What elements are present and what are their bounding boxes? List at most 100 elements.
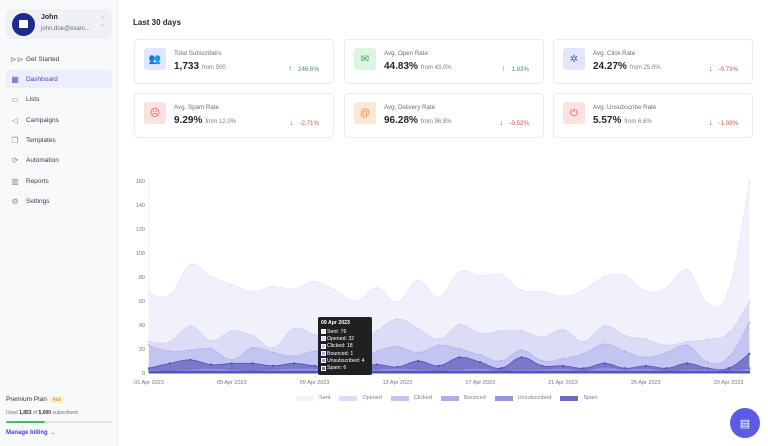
point-clicked[interactable] xyxy=(665,351,668,354)
point-clicked[interactable] xyxy=(458,347,461,351)
point-sent[interactable] xyxy=(396,301,399,304)
point-sent[interactable] xyxy=(354,299,358,303)
point-sent[interactable] xyxy=(251,290,254,293)
point-sent[interactable] xyxy=(230,283,233,286)
point-unsubscribed[interactable] xyxy=(561,367,565,370)
legend-item-opened[interactable]: Opened xyxy=(339,395,382,401)
point-spam[interactable] xyxy=(561,364,565,367)
point-spam[interactable] xyxy=(437,364,440,367)
point-spam[interactable] xyxy=(748,352,751,355)
point-unsubscribed[interactable] xyxy=(644,367,647,370)
point-clicked[interactable] xyxy=(375,350,378,353)
point-sent[interactable] xyxy=(665,286,668,289)
point-spam[interactable] xyxy=(603,362,606,365)
point-sent[interactable] xyxy=(706,302,710,305)
legend-item-sent[interactable]: Sent xyxy=(296,395,330,401)
point-clicked[interactable] xyxy=(251,346,254,349)
point-opened[interactable] xyxy=(230,329,233,333)
point-opened[interactable] xyxy=(168,340,171,343)
point-sent[interactable] xyxy=(603,275,606,279)
point-unsubscribed[interactable] xyxy=(396,367,399,370)
manage-billing-link[interactable]: Manage billing → xyxy=(6,430,56,436)
point-clicked[interactable] xyxy=(417,351,420,354)
point-opened[interactable] xyxy=(313,333,316,336)
point-opened[interactable] xyxy=(458,323,461,327)
point-clicked[interactable] xyxy=(272,351,275,354)
point-opened[interactable] xyxy=(541,335,544,339)
point-opened[interactable] xyxy=(292,327,295,330)
point-opened[interactable] xyxy=(396,317,399,321)
point-opened[interactable] xyxy=(561,328,565,331)
point-spam[interactable] xyxy=(375,363,378,366)
point-spam[interactable] xyxy=(499,367,502,370)
point-opened[interactable] xyxy=(706,338,710,341)
point-sent[interactable] xyxy=(313,280,316,283)
point-clicked[interactable] xyxy=(210,347,213,351)
point-clicked[interactable] xyxy=(748,321,751,324)
point-opened[interactable] xyxy=(603,325,606,328)
point-clicked[interactable] xyxy=(561,357,565,360)
point-opened[interactable] xyxy=(727,332,730,335)
point-opened[interactable] xyxy=(147,340,151,343)
point-clicked[interactable] xyxy=(520,349,523,352)
point-opened[interactable] xyxy=(417,327,420,330)
point-clicked[interactable] xyxy=(230,358,233,361)
point-spam[interactable] xyxy=(541,364,544,367)
point-unsubscribed[interactable] xyxy=(603,365,606,369)
point-spam[interactable] xyxy=(458,356,461,359)
sidebar-item-templates[interactable]: ❐ Templates xyxy=(6,132,112,150)
point-sent[interactable] xyxy=(561,295,565,298)
point-spam[interactable] xyxy=(727,367,730,370)
point-spam[interactable] xyxy=(417,359,420,363)
point-clicked[interactable] xyxy=(437,344,440,347)
point-opened[interactable] xyxy=(644,338,647,341)
point-opened[interactable] xyxy=(479,332,482,335)
point-spam[interactable] xyxy=(582,367,585,370)
point-unsubscribed[interactable] xyxy=(748,367,751,370)
point-spam[interactable] xyxy=(520,356,523,359)
point-opened[interactable] xyxy=(251,334,254,337)
point-clicked[interactable] xyxy=(168,350,171,353)
user-switcher[interactable]: John john.doe@exam... ⌃ ⌄ xyxy=(6,9,112,39)
point-clicked[interactable] xyxy=(624,350,627,353)
point-sent[interactable] xyxy=(582,289,585,292)
point-unsubscribed[interactable] xyxy=(147,368,151,371)
point-unsubscribed[interactable] xyxy=(479,367,482,370)
point-spam[interactable] xyxy=(251,362,254,365)
point-clicked[interactable] xyxy=(189,349,192,352)
point-spam[interactable] xyxy=(189,358,192,361)
sidebar-item-settings[interactable]: ⚙ Settings xyxy=(6,193,112,211)
sidebar-item-campaigns[interactable]: ◁ Campaigns xyxy=(6,111,112,129)
point-sent[interactable] xyxy=(334,289,337,292)
point-sent[interactable] xyxy=(458,271,461,274)
sidebar-item-lists[interactable]: ▭ Lists xyxy=(6,91,112,109)
point-spam[interactable] xyxy=(644,364,647,367)
point-opened[interactable] xyxy=(375,329,378,333)
legend-item-clicked[interactable]: Clicked xyxy=(390,395,432,401)
point-sent[interactable] xyxy=(437,296,440,299)
point-clicked[interactable] xyxy=(396,345,399,348)
point-spam[interactable] xyxy=(313,364,316,367)
point-spam[interactable] xyxy=(272,364,275,367)
point-clicked[interactable] xyxy=(686,344,689,347)
point-opened[interactable] xyxy=(686,340,689,343)
point-sent[interactable] xyxy=(520,289,523,292)
point-sent[interactable] xyxy=(272,285,275,288)
point-opened[interactable] xyxy=(499,329,502,333)
point-opened[interactable] xyxy=(437,338,440,341)
point-opened[interactable] xyxy=(189,325,192,328)
point-clicked[interactable] xyxy=(313,350,316,353)
point-opened[interactable] xyxy=(748,301,751,304)
point-clicked[interactable] xyxy=(582,352,585,355)
sidebar-item-get-started[interactable]: ⊳⊳ Get Started xyxy=(6,50,112,68)
point-sent[interactable] xyxy=(624,274,627,277)
point-clicked[interactable] xyxy=(603,343,606,346)
point-spam[interactable] xyxy=(686,362,689,365)
point-opened[interactable] xyxy=(520,329,523,333)
point-unsubscribed[interactable] xyxy=(520,368,523,371)
point-unsubscribed[interactable] xyxy=(375,368,378,371)
point-opened[interactable] xyxy=(624,334,627,337)
point-spam[interactable] xyxy=(210,363,213,366)
point-clicked[interactable] xyxy=(727,356,730,359)
point-clicked[interactable] xyxy=(292,355,295,358)
